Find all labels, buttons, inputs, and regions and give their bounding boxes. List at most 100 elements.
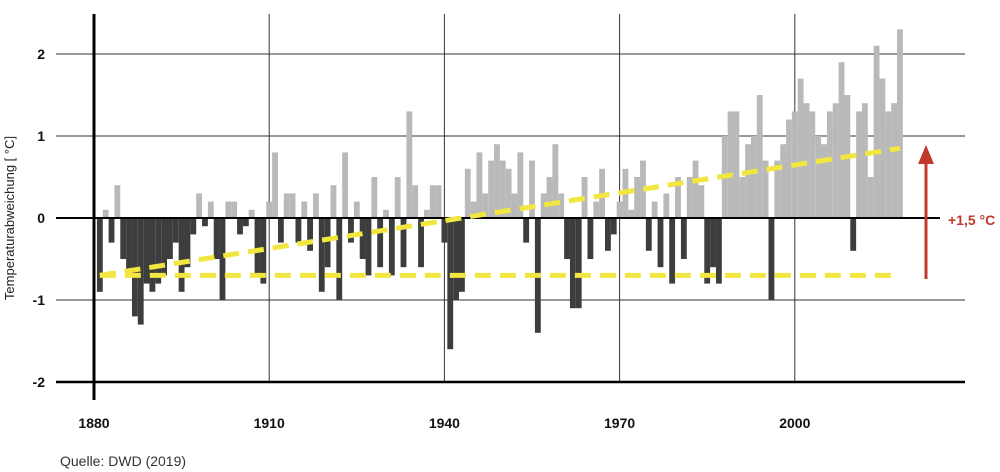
bar: [202, 218, 208, 227]
bar: [330, 185, 337, 218]
bar: [593, 201, 600, 218]
bar: [464, 168, 471, 218]
bar: [505, 168, 512, 218]
bar: [780, 144, 787, 218]
bar: [482, 193, 489, 218]
bar: [680, 218, 687, 259]
bar: [861, 103, 868, 218]
bar: [149, 218, 156, 292]
bar: [277, 218, 284, 243]
bar: [657, 218, 664, 268]
bar: [529, 160, 535, 218]
bar: [739, 177, 746, 218]
bar: [184, 218, 191, 268]
bar: [388, 218, 395, 276]
bar: [634, 177, 641, 218]
bar: [797, 78, 804, 218]
bar: [400, 218, 407, 268]
bar: [441, 218, 448, 243]
bar: [429, 185, 436, 218]
bar: [453, 218, 459, 300]
bar: [564, 218, 570, 259]
bar: [289, 193, 296, 218]
bar: [605, 218, 611, 251]
bar: [418, 218, 424, 268]
bar: [336, 218, 343, 300]
bar: [897, 29, 903, 219]
x-tick-label: 1970: [604, 415, 635, 431]
axes: [56, 14, 965, 400]
bar: [435, 185, 442, 218]
bar: [558, 193, 565, 218]
bar: [569, 218, 576, 309]
bar: [640, 160, 646, 218]
bar: [114, 185, 121, 218]
bar: [704, 218, 711, 284]
bar: [394, 177, 401, 218]
bar: [546, 177, 553, 218]
bar: [406, 111, 413, 218]
bar: [610, 218, 617, 235]
bar: [669, 218, 676, 284]
bar: [348, 218, 354, 243]
bar: [756, 95, 763, 218]
bar: [517, 152, 524, 218]
bar: [272, 152, 278, 218]
bar: [377, 218, 384, 268]
x-tick-label: 1880: [78, 415, 109, 431]
bar: [313, 193, 319, 218]
bar: [616, 201, 623, 218]
bar: [675, 177, 681, 218]
bar: [628, 209, 635, 218]
x-tick-label: 1910: [254, 415, 285, 431]
bar: [137, 218, 144, 325]
source-note: Quelle: DWD (2019): [60, 453, 187, 469]
bar: [126, 218, 132, 276]
bar: [371, 177, 378, 218]
bar: [283, 193, 290, 218]
bar: [838, 62, 845, 219]
bar: [663, 193, 670, 218]
bar: [762, 160, 769, 218]
bar: [523, 218, 530, 243]
bar: [143, 218, 150, 284]
bar: [96, 218, 103, 292]
bar: [295, 218, 302, 243]
bar: [167, 218, 173, 259]
bar: [108, 218, 115, 243]
bar: [248, 209, 255, 218]
bar: [751, 136, 757, 218]
bar: [155, 218, 162, 284]
linear-trend-line: [99, 145, 901, 278]
bar: [242, 218, 249, 227]
bar: [488, 160, 495, 218]
bar: [745, 144, 751, 218]
bar: [499, 160, 506, 218]
y-tick-label: 2: [37, 46, 45, 62]
bar: [873, 45, 880, 218]
bar: [231, 201, 238, 218]
bar: [161, 218, 167, 276]
x-tick-label: 1940: [429, 415, 460, 431]
bar: [254, 218, 261, 276]
bar: [698, 185, 705, 218]
bar: [447, 218, 454, 350]
bar: [809, 111, 816, 218]
bar: [511, 193, 518, 218]
bar: [803, 103, 810, 218]
bar: [307, 218, 313, 251]
y-axis-label: Temperaturabweichung [ °C]: [2, 136, 17, 300]
bar: [774, 160, 781, 218]
y-tick-label: -1: [33, 292, 46, 308]
bar: [850, 218, 857, 251]
bar: [867, 177, 874, 218]
bar: [587, 218, 594, 259]
bar: [342, 152, 349, 218]
bar: [196, 193, 203, 218]
bar: [832, 103, 839, 218]
y-tick-label: -2: [33, 374, 46, 390]
annotation: +1,5 °C: [918, 145, 995, 279]
bar: [885, 111, 892, 218]
bar: [821, 144, 827, 218]
bar: [383, 209, 389, 218]
